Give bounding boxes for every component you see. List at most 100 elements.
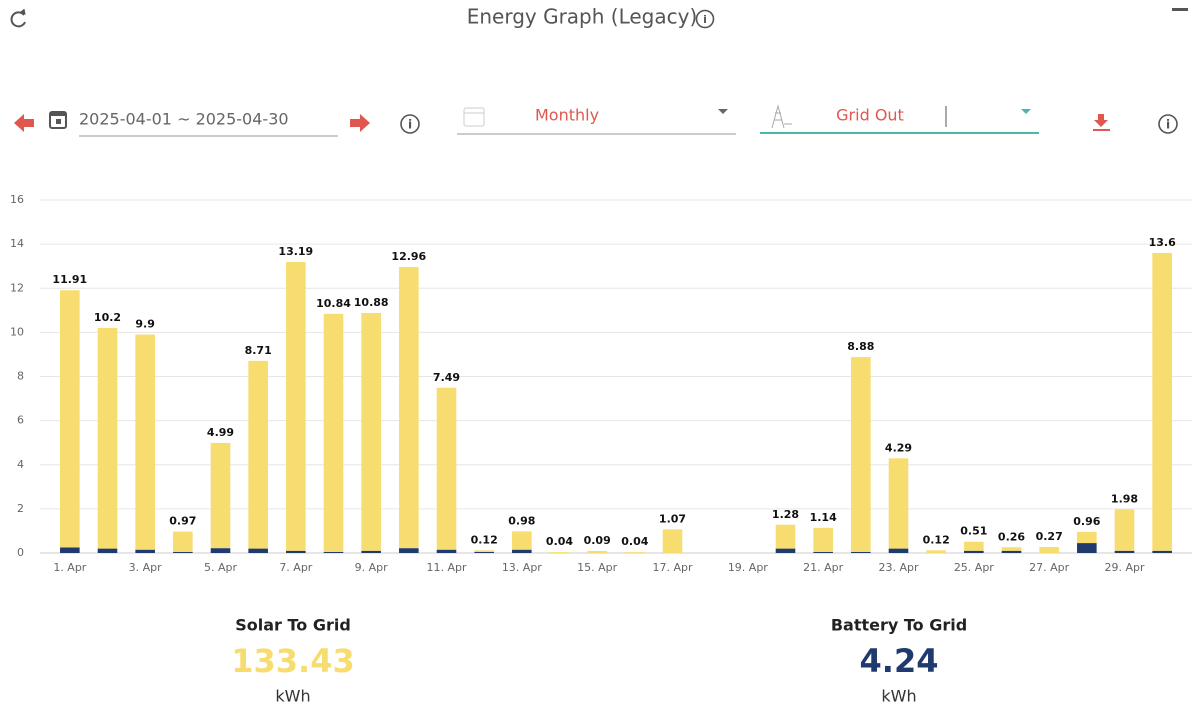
bar-segment [210,548,231,553]
tower-icon [771,104,792,129]
total-label: 0.04 [546,535,573,548]
period-icon [463,107,485,127]
x-tick-label: 1. Apr [53,561,86,574]
bar-segment [1001,547,1022,551]
bar-segment [135,334,155,550]
bar-segment [512,549,532,553]
total-label: 0.09 [584,534,611,547]
bar-segment [1114,509,1135,551]
bar-segment [399,267,419,549]
total-label: 0.04 [621,535,648,548]
summary-unit: kWh [275,687,310,706]
total-label: 0.12 [923,533,950,546]
bar-segment [549,552,570,553]
bar-segment [323,551,344,553]
bar-segment [210,442,231,549]
total-label: 10.2 [94,311,121,324]
x-tick-label: 9. Apr [355,561,388,574]
bar-segment [964,550,984,553]
next-arrow[interactable] [350,114,370,132]
total-label: 10.84 [316,297,351,310]
x-tick-label: 11. Apr [426,561,466,574]
y-tick-label: 8 [17,370,24,383]
summary-unit: kWh [881,687,916,706]
bar-segment [399,548,419,553]
summary-value: 4.24 [860,642,939,680]
bar-segment [926,550,946,553]
bar-segment [775,548,796,553]
total-label: 0.97 [169,515,196,528]
mode-caret[interactable] [1021,109,1031,114]
bar-segment [775,524,796,549]
total-label: 1.07 [659,512,686,525]
total-label: 0.12 [471,533,498,546]
calendar-icon [49,111,67,129]
x-tick-label: 23. Apr [878,561,918,574]
y-tick-label: 12 [10,281,24,294]
date-range[interactable]: 2025-04-01 ~ 2025-04-30 [79,110,289,129]
y-tick-label: 6 [17,414,24,427]
total-label: 1.14 [810,511,837,524]
total-label: 11.91 [52,273,87,286]
total-label: 4.29 [885,441,912,454]
period-caret[interactable] [718,109,728,114]
total-label: 9.9 [135,318,155,331]
bar-segment [851,357,871,552]
bar-segment [888,548,909,553]
total-label: 1.98 [1111,492,1138,505]
total-label: 13.19 [278,245,313,258]
title-info-icon[interactable]: i [695,9,715,29]
x-tick-label: 13. Apr [502,561,542,574]
x-tick-label: 17. Apr [652,561,692,574]
bar-segment [173,551,193,553]
bar-segment [1152,252,1172,551]
x-tick-label: 3. Apr [129,561,162,574]
bar-segment [813,527,833,552]
download-button[interactable] [1093,114,1110,131]
total-label: 8.71 [245,344,272,357]
bar-segment [361,312,381,551]
bar-segment [1001,550,1022,553]
period-select[interactable]: Monthly [535,106,599,125]
x-tick-label: 21. Apr [803,561,843,574]
x-tick-label: 5. Apr [204,561,237,574]
svg-text:i: i [1166,118,1170,132]
bar-segment [888,458,909,549]
bar-segment [286,550,306,553]
x-tick-label: 29. Apr [1104,561,1144,574]
bar-segment [248,548,268,553]
y-tick-label: 14 [10,237,24,250]
bar-segment [248,360,268,549]
bar-segment [60,547,80,553]
bar-segment [474,551,494,553]
date-info-icon[interactable]: i [400,114,420,134]
total-label: 13.6 [1149,236,1176,249]
y-tick-label: 16 [10,193,24,206]
prev-arrow[interactable] [14,114,34,132]
mode-select[interactable]: Grid Out [836,106,904,125]
svg-text:i: i [703,13,707,26]
total-label: 0.51 [960,525,987,538]
bar-segment [1039,547,1059,553]
total-label: 8.88 [847,340,874,353]
x-tick-label: 15. Apr [577,561,617,574]
summary-value: 133.43 [231,642,354,680]
bar-segment [436,387,457,550]
total-label: 1.28 [772,508,799,521]
y-tick-label: 10 [10,325,24,338]
svg-text:i: i [408,118,412,132]
page-title: Energy Graph (Legacy) [467,5,698,29]
bar-segment [97,548,118,553]
summary-label: Battery To Grid [831,616,967,635]
minimize-button[interactable] [1172,8,1188,11]
total-label: 0.26 [998,530,1025,543]
y-tick-label: 0 [17,546,24,559]
bar-segment [813,551,833,553]
bar-segment [964,541,984,551]
bar-segment [587,551,607,553]
total-label: 7.49 [433,371,460,384]
chart-info-icon[interactable]: i [1158,114,1178,134]
bar-segment [512,531,532,550]
refresh-button[interactable] [10,8,26,28]
